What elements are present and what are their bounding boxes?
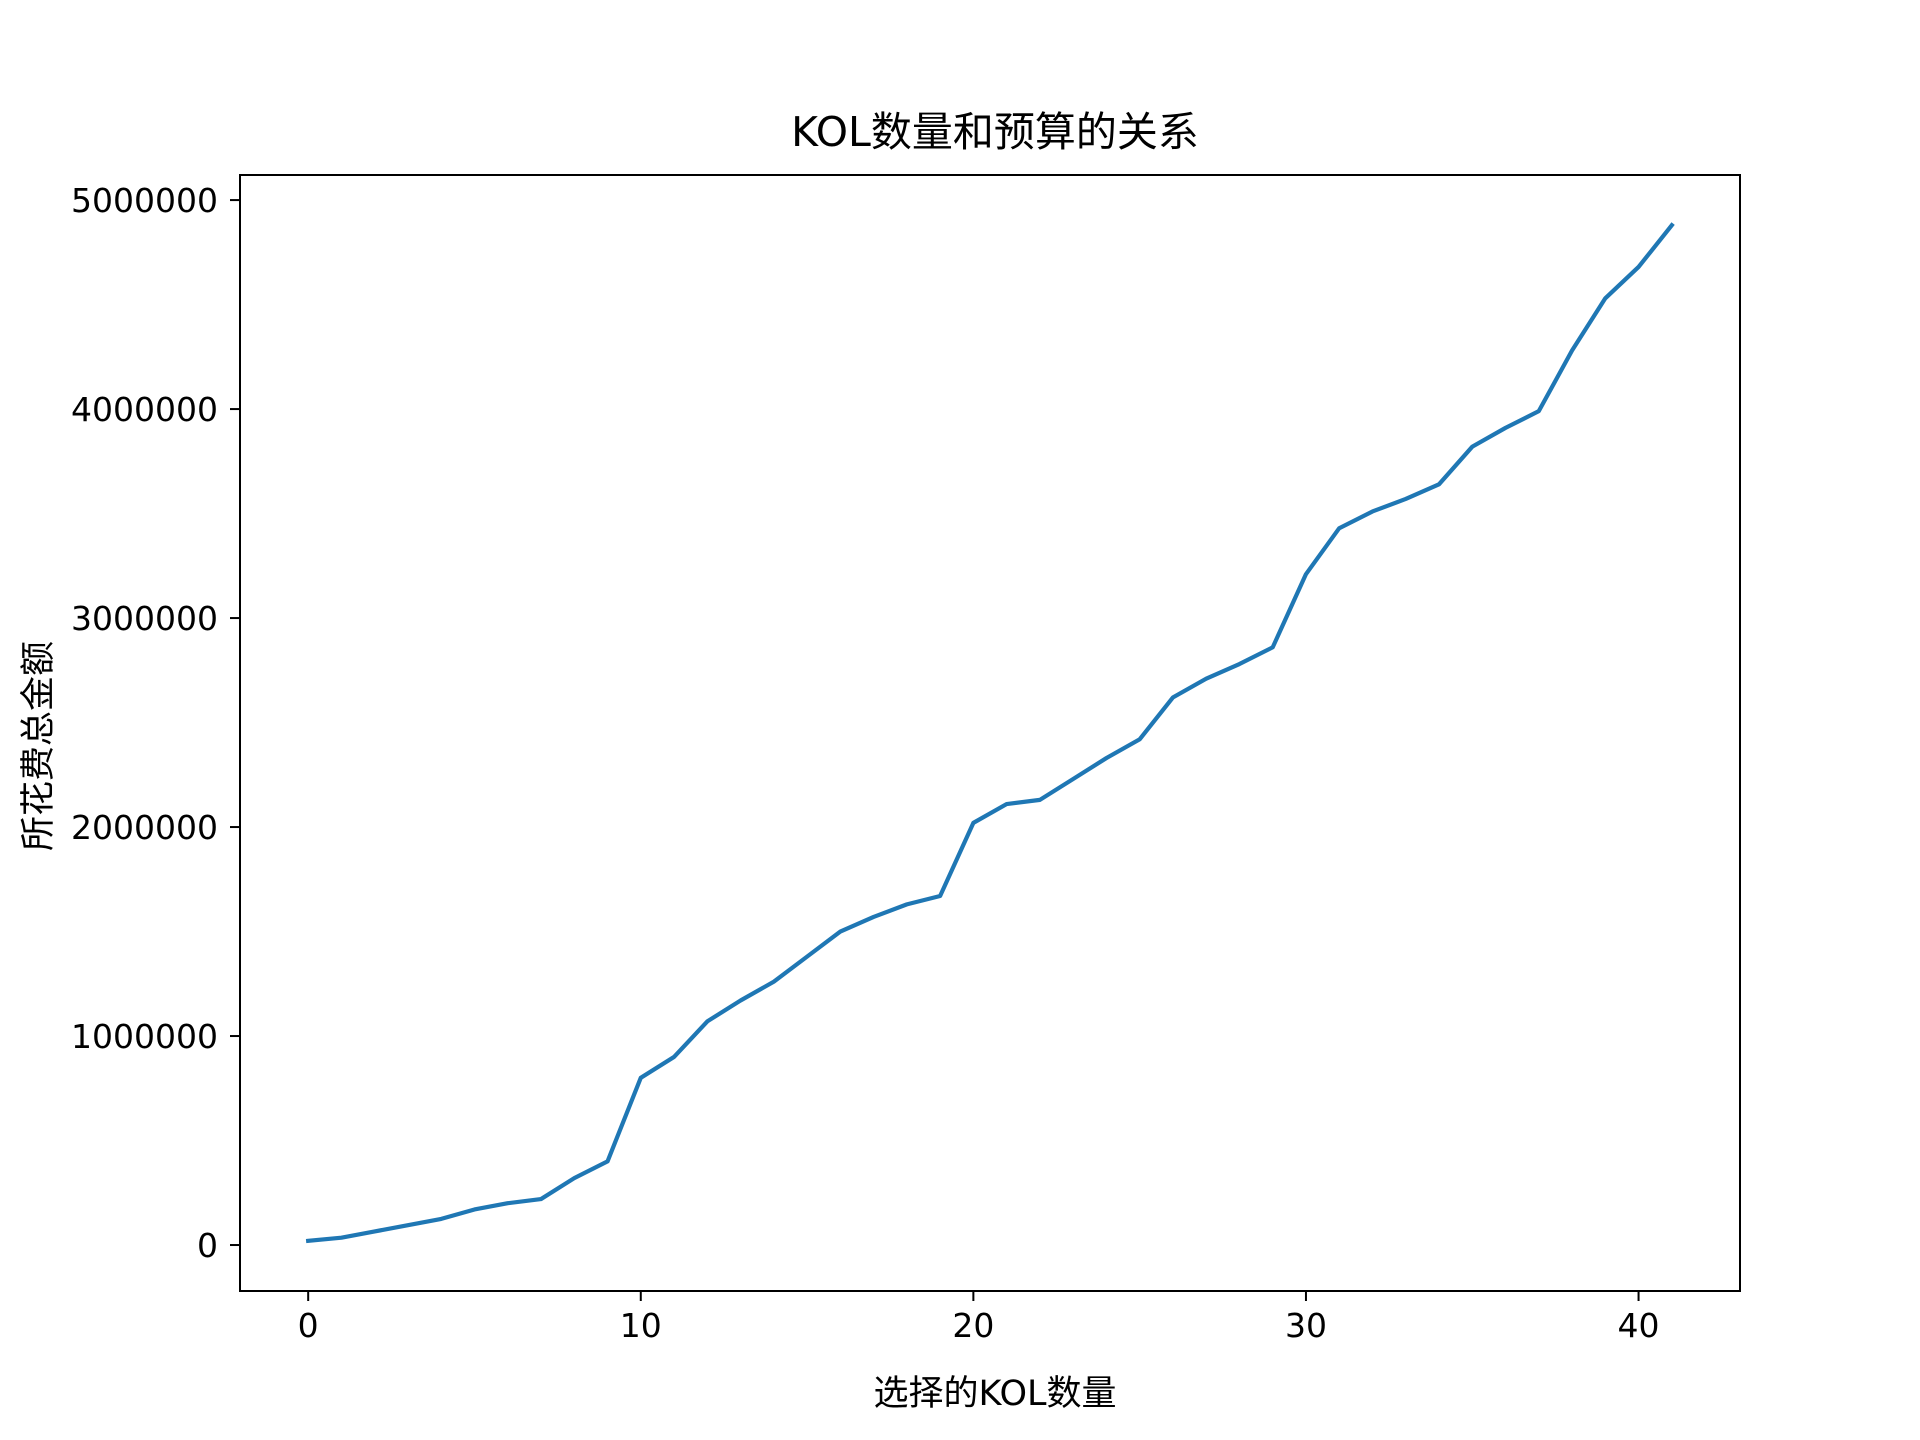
x-tick-label-30: 30 xyxy=(1285,1306,1327,1345)
y-tick-label-0: 0 xyxy=(197,1226,218,1265)
y-tick-label-5000000: 5000000 xyxy=(71,181,218,220)
plot-frame xyxy=(239,174,1741,1292)
x-tick-label-20: 20 xyxy=(952,1306,994,1345)
y-tick-label-3000000: 3000000 xyxy=(71,599,218,638)
chart-title: KOL数量和预算的关系 xyxy=(791,108,1199,156)
x-tick-label-40: 40 xyxy=(1618,1306,1660,1345)
plot-area: 0 10 20 30 40 0 1000000 2000000 3000000 4000000 50… xyxy=(71,174,1741,1345)
y-tick-label-4000000: 4000000 xyxy=(71,390,218,429)
series-line-0 xyxy=(305,222,1675,1244)
x-tick-label-10: 10 xyxy=(620,1306,662,1345)
x-tick-label-0: 0 xyxy=(298,1306,319,1345)
x-axis-label: 选择的KOL数量 xyxy=(873,1374,1116,1414)
y-tick-label-1000000: 1000000 xyxy=(71,1017,218,1056)
y-tick-label-2000000: 2000000 xyxy=(71,808,218,847)
y-axis-label: 所花费总金额 xyxy=(19,641,59,851)
